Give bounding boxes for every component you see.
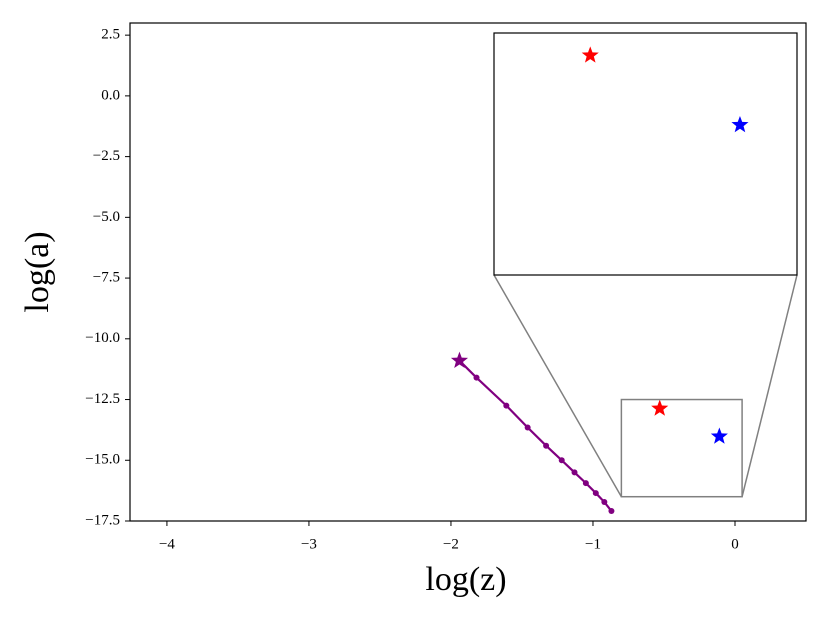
x-tick-label: −1	[585, 536, 601, 552]
y-tick-label: −5.0	[93, 209, 120, 225]
star-marker	[450, 351, 469, 368]
y-tick-label: −15.0	[85, 452, 120, 468]
y-tick-label: −10.0	[85, 330, 120, 346]
x-tick-label: −2	[443, 536, 459, 552]
x-tick-label: 0	[731, 536, 739, 552]
star-marker	[710, 427, 728, 444]
x-axis-label: log(z)	[425, 561, 506, 598]
y-axis-label: log(a)	[19, 231, 56, 312]
point-marker	[571, 469, 578, 476]
point-marker	[601, 499, 608, 506]
zoom-region	[620, 398, 743, 498]
point-marker	[543, 442, 550, 449]
plot-frame	[129, 22, 807, 522]
y-tick-label: −7.5	[93, 270, 120, 286]
point-marker	[524, 424, 531, 431]
point-marker	[582, 480, 589, 487]
y-tick-label: −17.5	[85, 512, 120, 528]
star-marker	[651, 399, 669, 416]
x-tick-label: −4	[159, 536, 175, 552]
point-marker	[558, 457, 565, 464]
y-tick-label: 0.0	[101, 87, 120, 103]
y-tick-label: 2.5	[101, 27, 120, 43]
y-tick-label: −12.5	[85, 391, 120, 407]
star-marker	[581, 46, 599, 63]
connector	[493, 274, 623, 498]
point-marker	[503, 402, 510, 409]
connector	[741, 274, 798, 497]
inset-frame	[493, 32, 798, 276]
point-marker	[608, 508, 615, 515]
star-marker	[731, 115, 749, 133]
series-line	[458, 359, 613, 512]
x-tick-label: −3	[301, 536, 317, 552]
point-marker	[592, 490, 599, 497]
y-tick-label: −2.5	[93, 148, 120, 164]
point-marker	[473, 374, 480, 381]
